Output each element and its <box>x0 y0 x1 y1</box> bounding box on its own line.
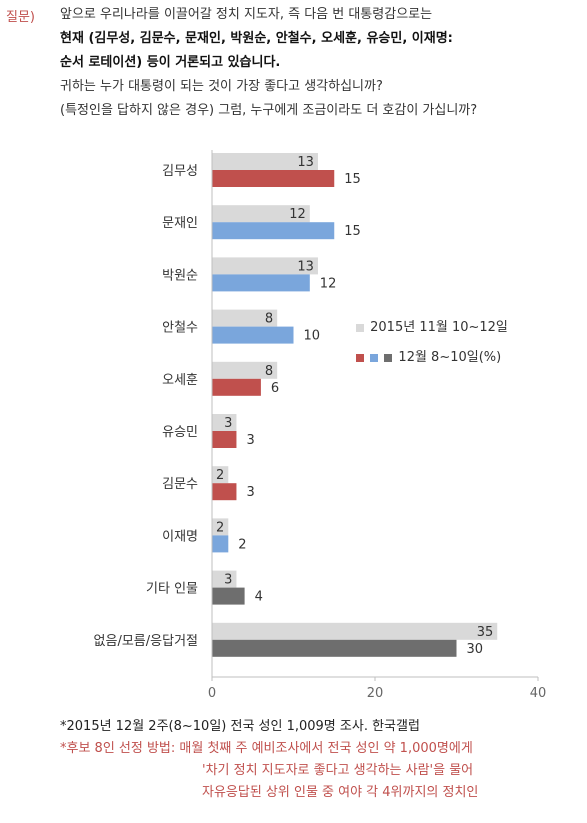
bar-curr-label: 2 <box>238 537 246 552</box>
category-label: 오세훈 <box>162 373 198 388</box>
bar-prev <box>212 361 278 379</box>
bar-curr <box>212 483 237 501</box>
bar-prev <box>212 466 229 484</box>
category-label: 기타 인물 <box>146 582 198 597</box>
bar-chart: 김무성1315문재인1215박원순1312안철수810오세훈86유승민33김문수… <box>94 150 547 701</box>
bar-prev <box>212 414 237 431</box>
category-label: 문재인 <box>162 216 198 231</box>
legend-blue-swatch <box>370 353 379 362</box>
bar-prev-label: 2 <box>216 520 224 535</box>
category-label: 박원순 <box>162 268 198 283</box>
question-label: 질문) <box>6 10 35 25</box>
bar-curr-label: 3 <box>246 485 254 500</box>
category-label: 안철수 <box>162 321 198 336</box>
question-line-4: 귀하는 누가 대통령이 되는 것이 가장 좋다고 생각하십니까? <box>60 79 383 94</box>
footnote-method-2: '차기 정치 지도자로 좋다고 생각하는 사람'을 물어 <box>202 763 474 778</box>
x-tick-label: 20 <box>367 686 384 701</box>
bar-prev-label: 3 <box>224 573 232 588</box>
bar-prev <box>212 570 237 588</box>
bar-prev <box>212 205 310 223</box>
bar-curr <box>212 431 237 448</box>
bar-curr <box>212 639 457 657</box>
legend-gray-swatch <box>384 353 393 362</box>
legend-red-swatch <box>356 353 364 362</box>
bar-prev-label: 2 <box>216 468 224 483</box>
bar-curr-label: 30 <box>467 642 484 657</box>
category-label: 없음/모름/응답거절 <box>94 634 198 649</box>
bar-curr <box>212 587 245 605</box>
bar-prev-label: 35 <box>477 625 494 640</box>
bar-prev-label: 13 <box>297 259 314 274</box>
bar-prev-label: 8 <box>265 364 273 379</box>
question-line-2: 현재 (김무성, 김문수, 문재인, 박원순, 안철수, 오세훈, 유승민, 이… <box>60 31 453 46</box>
question-line-5: (특정인을 답하지 않은 경우) 그럼, 누구에게 조금이라도 더 호감이 가십… <box>60 103 478 118</box>
category-label: 김문수 <box>162 477 198 492</box>
category-label: 이재명 <box>162 529 198 544</box>
bar-prev <box>212 153 318 170</box>
x-tick-label: 40 <box>530 686 547 701</box>
bar-prev <box>212 257 318 275</box>
legend-prev-swatch <box>356 323 364 332</box>
footnote-method: *후보 8인 선정 방법: 매월 첫째 주 예비조사에서 전국 성인 약 1,0… <box>60 741 473 756</box>
legend-prev: 2015년 11월 10~12일 <box>356 316 508 335</box>
bar-prev-label: 3 <box>224 416 232 431</box>
bar-prev <box>212 622 498 640</box>
legend-curr-label: 12월 8~10일(%) <box>398 350 502 365</box>
bar-curr <box>212 535 229 553</box>
bar-curr <box>212 378 261 396</box>
x-tick-label: 0 <box>208 686 216 701</box>
bar-prev <box>212 309 278 327</box>
bar-curr-label: 10 <box>304 329 321 344</box>
footnote-survey: *2015년 12월 2주(8~10일) 전국 성인 1,009명 조사. 한국… <box>60 719 420 734</box>
question-line-3: 순서 로테이션) 등이 거론되고 있습니다. <box>60 55 281 70</box>
bar-curr-label: 15 <box>344 224 361 239</box>
bar-prev <box>212 518 229 536</box>
bar-curr-label: 15 <box>344 172 361 187</box>
bar-curr-label: 3 <box>246 433 254 448</box>
category-label: 김무성 <box>162 164 198 179</box>
category-label: 유승민 <box>162 425 198 440</box>
bar-curr <box>212 170 335 187</box>
question-line-1: 앞으로 우리나라를 이끌어갈 정치 지도자, 즉 다음 번 대통령감으로는 <box>60 7 433 22</box>
bar-curr-label: 4 <box>255 590 263 605</box>
bar-curr-label: 6 <box>271 381 279 396</box>
bar-prev-label: 8 <box>265 312 273 327</box>
bar-prev-label: 12 <box>289 207 306 222</box>
legend-prev-label: 2015년 11월 10~12일 <box>370 320 508 335</box>
bar-prev-label: 13 <box>297 155 314 170</box>
bar-curr <box>212 222 335 240</box>
bar-curr <box>212 274 310 292</box>
bar-curr-label: 12 <box>320 276 337 291</box>
legend-curr: 12월 8~10일(%) <box>356 346 501 365</box>
footnote-method-3: 자유응답된 상위 인물 중 여야 각 4위까지의 정치인 <box>202 785 479 800</box>
bar-curr <box>212 326 294 344</box>
